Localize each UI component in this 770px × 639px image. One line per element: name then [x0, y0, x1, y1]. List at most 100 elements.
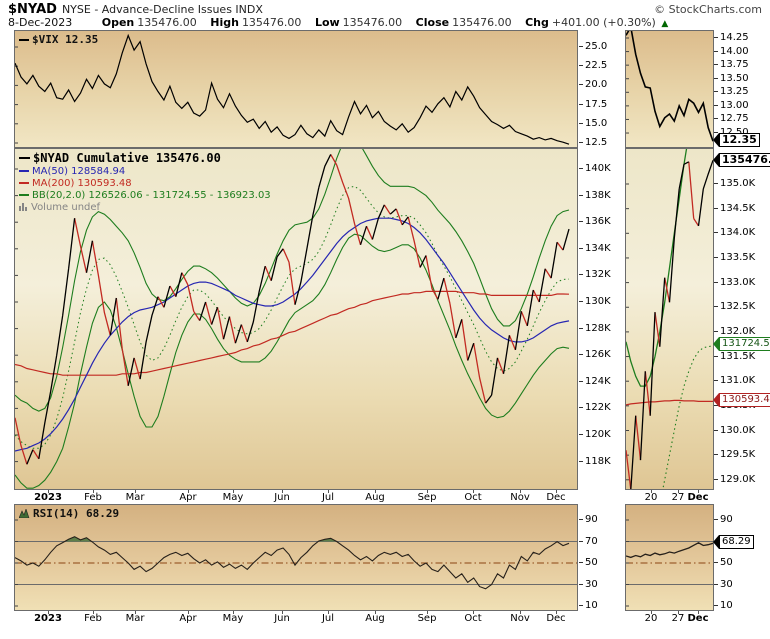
x-axis-month-label: May — [222, 613, 244, 624]
y-tick-mark — [579, 103, 583, 105]
y-axis-label: 30 — [579, 579, 598, 590]
y-tick-text: 120K — [585, 429, 611, 440]
vix-legend-label: $VIX 12.35 — [32, 33, 99, 46]
zoom-x-axis-label: Dec — [687, 492, 709, 503]
nyad-main-panel-plot — [15, 149, 570, 489]
x-axis-month-label: Sep — [417, 613, 437, 624]
x-tick-mark — [473, 490, 474, 493]
y-tick-text: 12.50 — [720, 127, 749, 138]
chg-label: Chg — [525, 16, 549, 29]
y-tick-mark — [714, 380, 718, 382]
x-axis-month-label: 2023 — [34, 613, 62, 624]
nyad-legend-price: $NYAD Cumulative 135476.00 — [19, 151, 271, 166]
y-tick-mark — [714, 478, 718, 480]
y-tick-text: 10 — [585, 600, 598, 611]
y-tick-mark — [579, 122, 583, 124]
x-tick-mark — [135, 490, 136, 493]
y-tick-text: 128K — [585, 322, 611, 334]
vix-legend: $VIX 12.35 — [19, 33, 98, 46]
low-value: 135476.00 — [342, 16, 403, 29]
y-axis-label: 135.0K — [714, 178, 755, 189]
x-tick-mark — [48, 490, 49, 493]
y-axis-label: 130.0K — [714, 425, 755, 436]
y-tick-text: 70 — [585, 535, 598, 547]
volume-bars-icon — [19, 202, 28, 215]
y-tick-text: 25.0 — [585, 41, 608, 52]
y-axis-label: 138K — [579, 190, 611, 201]
x-axis-month-label: Apr — [179, 492, 197, 503]
y-tick-mark — [579, 247, 583, 249]
y-axis-label: 22.5 — [579, 60, 607, 71]
y-tick-text: 135.0K — [720, 178, 756, 189]
vix-line — [15, 33, 570, 145]
y-axis-label: 124K — [579, 376, 611, 387]
y-axis-label: 134K — [579, 243, 611, 254]
y-tick-text: 50 — [585, 557, 598, 568]
y-tick-text: 17.5 — [585, 98, 608, 110]
y-tick-text: 134K — [585, 242, 611, 254]
y-tick-mark — [579, 460, 583, 462]
rsi-indicator-icon — [18, 508, 30, 521]
nyad-legend-bb: BB(20,2.0) 126526.06 - 131724.55 - 13692… — [19, 190, 271, 202]
close-label: Close — [415, 16, 450, 29]
zoom-ma200-line — [626, 399, 713, 406]
y-tick-text: 12.5 — [585, 137, 608, 148]
y-axis-label: 13.75 — [714, 59, 749, 70]
y-tick-text: 131.0K — [720, 375, 756, 387]
x-axis-month-label: Nov — [510, 492, 530, 503]
x-tick-mark — [233, 611, 234, 614]
y-axis-label: 131.5K — [714, 351, 755, 362]
y-tick-mark — [579, 194, 583, 196]
y-tick-text: 138K — [585, 189, 611, 201]
y-tick-mark — [714, 50, 718, 52]
quote-date: 8-Dec-2023 — [8, 16, 73, 29]
y-tick-text: 124K — [585, 375, 611, 387]
callout-text: 12.35 — [719, 133, 760, 148]
symbol: $NYAD — [8, 2, 57, 17]
x-axis-month-label: Feb — [84, 492, 102, 503]
nyad-legend-bb-label: BB(20,2.0) 126526.06 - 131724.55 - 13692… — [32, 190, 271, 201]
callout-arrow-icon — [713, 152, 719, 167]
y-tick-mark — [714, 232, 718, 234]
y-axis-label: 129.5K — [714, 449, 755, 460]
ma50-line — [15, 217, 570, 452]
y-axis-label: 12.75 — [714, 113, 749, 124]
x-tick-mark — [651, 490, 652, 493]
y-tick-mark — [579, 327, 583, 329]
y-axis-label: 118K — [579, 456, 611, 467]
y-tick-text: 130.0K — [720, 424, 756, 436]
nyad-legend-ma200-label: MA(200) 130593.48 — [32, 178, 132, 189]
nyad-price-line-up-segments — [26, 154, 570, 465]
x-tick-mark — [93, 611, 94, 614]
rsi-line — [626, 542, 713, 559]
chg-value: +401.00 (+0.30%) — [551, 16, 656, 29]
y-tick-text: 13.00 — [720, 99, 749, 111]
y-tick-text: 134.5K — [720, 202, 756, 214]
x-tick-mark — [48, 611, 49, 614]
y-tick-text: 129.5K — [720, 449, 756, 461]
zoom-x-axis-label: 20 — [644, 613, 658, 624]
x-tick-mark — [375, 490, 376, 493]
x-axis-month-label: Oct — [464, 492, 482, 503]
y-axis-label: 140K — [579, 163, 611, 174]
x-tick-mark — [188, 611, 189, 614]
y-tick-mark — [579, 301, 583, 302]
x-tick-mark — [375, 611, 376, 614]
y-tick-text: 90 — [585, 514, 598, 525]
x-tick-mark — [93, 490, 94, 493]
y-tick-mark — [579, 407, 583, 409]
callout-text: 135476.00 — [719, 152, 770, 167]
close-value: 135476.00 — [452, 16, 512, 29]
value-callout-black: 68.29 — [713, 535, 754, 550]
y-tick-text: 10 — [720, 600, 733, 611]
open-value: 135476.00 — [137, 16, 197, 29]
x-tick-mark — [678, 490, 679, 493]
quote-row: 8-Dec-2023 Open 135476.00 High 135476.00 L… — [8, 16, 762, 29]
ma50-line-swatch — [19, 170, 29, 172]
y-axis-label: 132K — [579, 269, 611, 280]
y-tick-text: 30 — [585, 578, 598, 590]
y-axis-label: 13.50 — [714, 73, 749, 84]
header: $NYAD NYSE - Advance-Decline Issues INDX … — [8, 2, 762, 17]
y-tick-text: 133.0K — [720, 276, 756, 288]
y-axis-label: 13.25 — [714, 86, 749, 97]
